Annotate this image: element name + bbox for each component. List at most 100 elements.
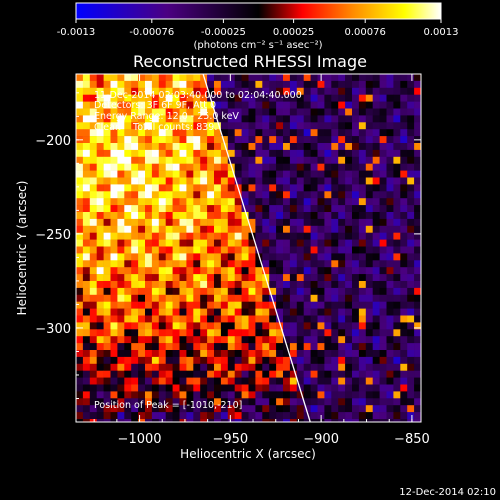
- heatmap-cell: [345, 87, 353, 95]
- heatmap-cell: [283, 80, 291, 89]
- heatmap-cell: [248, 177, 256, 185]
- heatmap-cell: [269, 170, 277, 178]
- heatmap-cell: [96, 363, 104, 371]
- heatmap-cell: [227, 218, 235, 227]
- heatmap-cell: [76, 315, 84, 323]
- heatmap-cell: [365, 336, 373, 344]
- heatmap-cell: [110, 87, 118, 95]
- heatmap-cell: [207, 294, 215, 302]
- heatmap-cell: [393, 156, 401, 164]
- heatmap-cell: [372, 212, 380, 220]
- heatmap-cell: [214, 143, 222, 151]
- heatmap-cell: [393, 405, 401, 413]
- heatmap-cell: [289, 87, 298, 95]
- heatmap-cell: [324, 149, 332, 158]
- heatmap-cell: [172, 329, 180, 337]
- heatmap-cell: [227, 267, 235, 275]
- heatmap-cell: [207, 163, 215, 171]
- heatmap-cell: [103, 143, 111, 151]
- heatmap-cell: [407, 287, 415, 296]
- heatmap-cell: [158, 191, 166, 199]
- heatmap-cell: [103, 136, 111, 144]
- heatmap-cell: [414, 260, 421, 268]
- heatmap-cell: [317, 356, 325, 365]
- heatmap-cell: [96, 239, 104, 247]
- heatmap-cell: [289, 336, 298, 344]
- heatmap-cell: [110, 287, 118, 296]
- heatmap-cell: [186, 329, 194, 337]
- heatmap-cell: [289, 212, 298, 220]
- heatmap-cell: [131, 260, 139, 268]
- heatmap-cell: [179, 370, 187, 378]
- heatmap-cell: [214, 156, 222, 164]
- heatmap-cell: [310, 322, 318, 330]
- colorbar-units: (photons cm⁻² s⁻¹ asec⁻²): [193, 40, 322, 51]
- heatmap-cell: [317, 149, 325, 158]
- heatmap-cell: [186, 239, 194, 247]
- heatmap-cell: [331, 170, 339, 178]
- heatmap-cell: [296, 329, 304, 337]
- heatmap-cell: [289, 218, 298, 227]
- heatmap-cell: [165, 225, 173, 233]
- heatmap-cell: [407, 336, 415, 344]
- heatmap-cell: [145, 274, 153, 282]
- heatmap-cell: [393, 239, 401, 247]
- heatmap-cell: [207, 225, 215, 233]
- heatmap-cell: [158, 260, 166, 268]
- heatmap-cell: [200, 184, 208, 192]
- heatmap-cell: [331, 184, 339, 192]
- heatmap-cell: [96, 274, 104, 282]
- heatmap-cell: [207, 377, 215, 385]
- heatmap-cell: [248, 412, 256, 420]
- heatmap-cell: [338, 94, 346, 102]
- heatmap-cell: [124, 274, 132, 282]
- heatmap-cell: [227, 322, 235, 330]
- heatmap-cell: [214, 315, 222, 323]
- heatmap-cell: [186, 315, 194, 323]
- heatmap-cell: [358, 301, 367, 309]
- heatmap-cell: [220, 343, 229, 351]
- heatmap-cell: [338, 191, 346, 199]
- heatmap-cell: [365, 274, 373, 282]
- heatmap-cell: [158, 115, 166, 123]
- heatmap-cell: [200, 398, 208, 406]
- heatmap-cell: [186, 129, 194, 137]
- heatmap-cell: [276, 398, 284, 406]
- heatmap-cell: [303, 212, 311, 220]
- heatmap-cell: [124, 191, 132, 199]
- heatmap-cell: [117, 412, 125, 420]
- heatmap-cell: [414, 143, 421, 151]
- heatmap-cell: [317, 198, 325, 206]
- heatmap-cell: [283, 225, 291, 233]
- heatmap-cell: [241, 336, 249, 344]
- heatmap-cell: [234, 281, 242, 289]
- heatmap-cell: [317, 260, 325, 268]
- heatmap-cell: [117, 87, 125, 95]
- heatmap-cell: [386, 301, 394, 309]
- heatmap-cell: [379, 87, 387, 95]
- heatmap-cell: [358, 336, 367, 344]
- heatmap-cell: [117, 356, 125, 365]
- heatmap-cell: [179, 115, 187, 123]
- x-axis-label: Heliocentric X (arcsec): [180, 447, 316, 461]
- heatmap-cell: [303, 267, 311, 275]
- heatmap-cell: [269, 267, 277, 275]
- heatmap-cell: [151, 163, 160, 171]
- heatmap-cell: [207, 370, 215, 378]
- heatmap-cell: [296, 405, 304, 413]
- heatmap-cell: [386, 149, 394, 158]
- heatmap-cell: [393, 80, 401, 89]
- heatmap-cell: [345, 315, 353, 323]
- heatmap-cell: [82, 149, 91, 158]
- heatmap-cell: [214, 350, 222, 358]
- heatmap-cell: [193, 143, 201, 151]
- heatmap-cell: [165, 356, 173, 365]
- heatmap-cell: [372, 198, 380, 206]
- heatmap-cell: [179, 122, 187, 130]
- heatmap-cell: [414, 329, 421, 337]
- heatmap-cell: [96, 294, 104, 302]
- heatmap-cell: [241, 136, 249, 144]
- heatmap-cell: [289, 122, 298, 130]
- heatmap-cell: [379, 253, 387, 261]
- heatmap-cell: [220, 274, 229, 282]
